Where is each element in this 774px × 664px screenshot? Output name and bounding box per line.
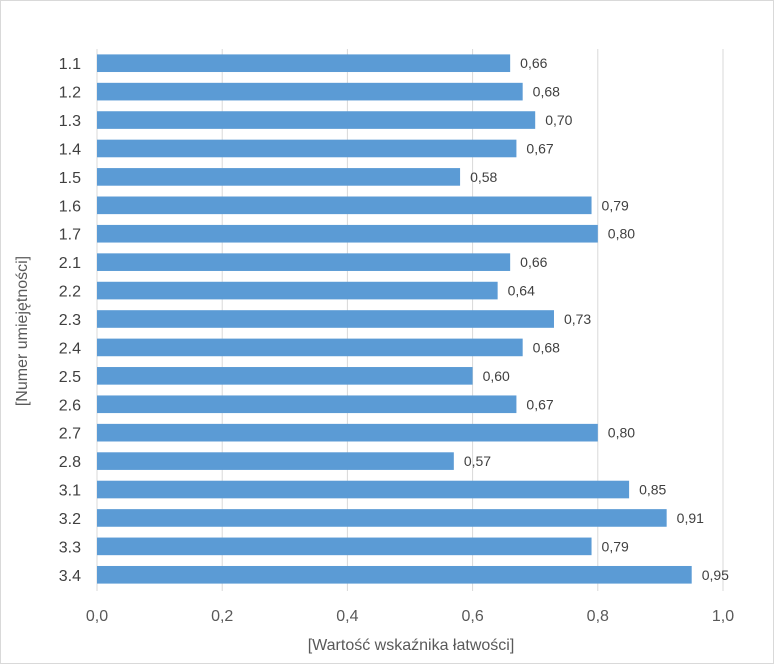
bar-1-7: [97, 224, 598, 243]
data-label-2-2: 0,64: [508, 283, 535, 299]
data-label-2-5: 0,60: [483, 368, 510, 384]
bar-1-2: [97, 82, 523, 101]
x-axis-title: [Wartość wskaźnika łatwości]: [308, 637, 515, 654]
data-label-1-4: 0,67: [526, 140, 553, 156]
bar-2-8: [97, 452, 454, 470]
bars: [97, 54, 692, 584]
data-label-2-7: 0,80: [608, 425, 635, 441]
category-label-2-6: 2.6: [59, 397, 81, 414]
data-label-2-1: 0,66: [520, 254, 547, 270]
category-label-1-6: 1.6: [59, 198, 81, 215]
data-label-1-2: 0,68: [533, 84, 560, 100]
y-axis-title: [Numer umiejętności]: [14, 256, 31, 406]
bar-1-6: [97, 196, 592, 215]
bar-3-3: [97, 537, 592, 556]
x-tick-label: 0,0: [86, 608, 108, 625]
data-label-1-7: 0,80: [608, 226, 635, 242]
bar-1-5: [97, 168, 461, 186]
data-labels: 0,66 0,68 0,70 0,67 0,58 0,79 0,80 0,66 0,64 0,73…: [464, 55, 729, 583]
data-label-3-2: 0,91: [677, 510, 704, 526]
x-tick-label: 0,6: [461, 608, 483, 625]
bar-2-5: [97, 367, 473, 385]
category-label-3-2: 3.2: [59, 511, 81, 528]
x-tick-label: 0,8: [587, 608, 609, 625]
bar-1-1: [97, 54, 511, 73]
bar-1-4: [97, 139, 517, 158]
data-label-3-3: 0,79: [602, 538, 629, 554]
category-label-2-2: 2.2: [59, 284, 81, 301]
bar-3-4: [97, 565, 692, 584]
category-label-3-3: 3.3: [59, 539, 81, 556]
bar-2-7: [97, 423, 598, 442]
x-tick-label: 1,0: [712, 608, 734, 625]
data-label-2-6: 0,67: [526, 396, 553, 412]
category-label-1-1: 1.1: [59, 56, 81, 73]
data-label-1-3: 0,70: [545, 112, 572, 128]
category-label-1-5: 1.5: [59, 170, 81, 187]
data-label-2-8: 0,57: [464, 453, 491, 469]
data-label-1-6: 0,79: [602, 197, 629, 213]
category-label-2-5: 2.5: [59, 369, 81, 386]
category-label-1-4: 1.4: [59, 141, 81, 158]
bar-2-1: [97, 253, 511, 271]
category-label-1-2: 1.2: [59, 85, 81, 102]
data-label-2-3: 0,73: [564, 311, 591, 327]
data-label-1-1: 0,66: [520, 55, 547, 71]
bar-2-2: [97, 281, 498, 300]
data-label-3-1: 0,85: [639, 482, 666, 498]
bar-2-6: [97, 395, 517, 414]
category-label-2-3: 2.3: [59, 312, 81, 329]
x-tick-label: 0,2: [211, 608, 233, 625]
data-label-3-4: 0,95: [702, 567, 729, 583]
category-label-3-4: 3.4: [59, 568, 81, 585]
category-label-3-1: 3.1: [59, 483, 81, 500]
category-label-2-7: 2.7: [59, 426, 81, 443]
bar-3-1: [97, 480, 630, 499]
bar-3-2: [97, 509, 667, 527]
category-label-1-3: 1.3: [59, 113, 81, 130]
x-tick-label: 0,4: [336, 608, 358, 625]
bar-2-3: [97, 310, 554, 328]
data-label-1-5: 0,58: [470, 169, 497, 185]
category-label-2-4: 2.4: [59, 340, 81, 357]
x-tick-labels: 0,0 0,2 0,4 0,6 0,8 1,0: [86, 608, 734, 625]
category-label-1-7: 1.7: [59, 227, 81, 244]
bar-1-3: [97, 111, 536, 129]
category-label-2-8: 2.8: [59, 454, 81, 471]
data-label-2-4: 0,68: [533, 339, 560, 355]
category-labels: 1.1 1.2 1.3 1.4 1.5 1.6 1.7 2.1 2.2 2.3 2.4 2.5 2.6 2…: [59, 56, 81, 585]
bar-2-4: [97, 338, 523, 357]
category-label-2-1: 2.1: [59, 255, 81, 272]
